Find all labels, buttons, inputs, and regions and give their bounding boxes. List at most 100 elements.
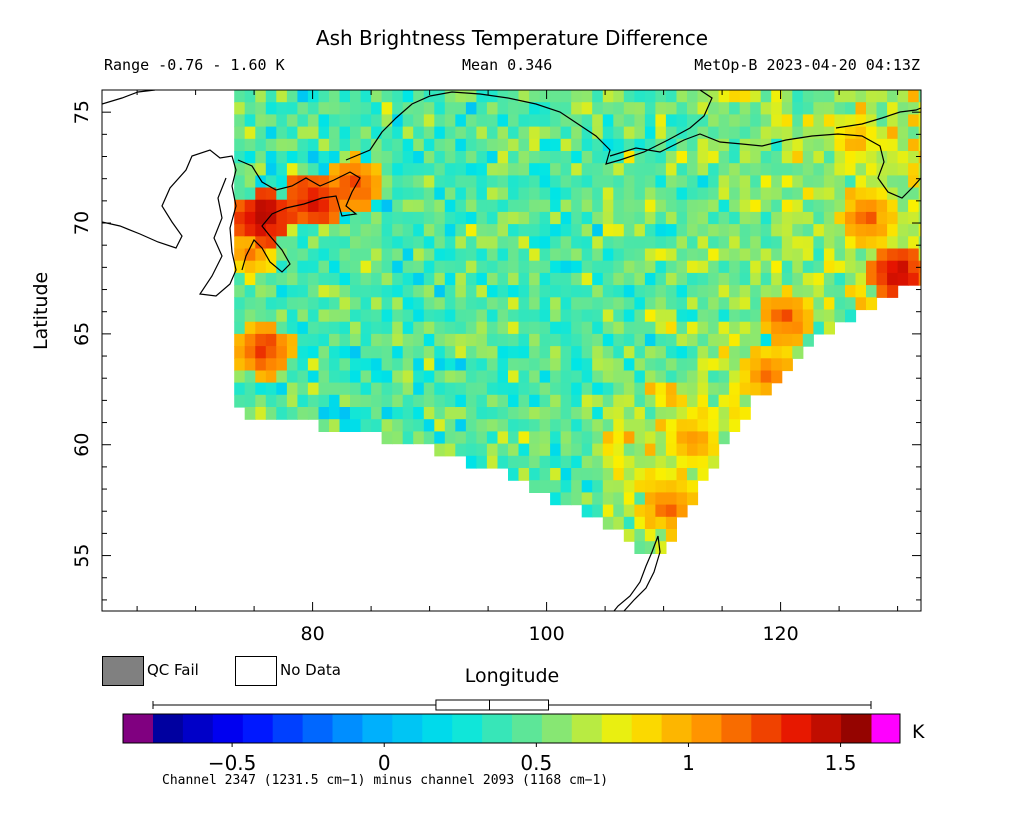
- swath-cell: [655, 443, 667, 457]
- swath-cell: [465, 285, 477, 298]
- swath-cell: [760, 102, 772, 115]
- swath-cell: [413, 431, 425, 445]
- swath-cell: [613, 187, 625, 201]
- swath-cell: [845, 309, 857, 323]
- swath-cell: [476, 443, 488, 457]
- swath-cell: [255, 151, 267, 164]
- swath-cell: [465, 333, 477, 347]
- swath-cell: [602, 370, 614, 384]
- swath-cell: [655, 468, 667, 481]
- swath-cell: [392, 309, 404, 323]
- swath-cell: [813, 114, 825, 128]
- colorbar-segment: [182, 714, 214, 743]
- swath-cell: [465, 309, 477, 323]
- swath-cell: [413, 102, 425, 115]
- swath-cell: [550, 492, 562, 506]
- swath-cell: [855, 285, 867, 298]
- swath-cell: [465, 272, 477, 286]
- swath-cell: [897, 114, 909, 128]
- swath-cell: [297, 260, 309, 274]
- colorbar: −0.5 0 0.5 1 1.5K: [122, 713, 925, 775]
- swath-cell: [529, 151, 541, 164]
- swath-cell: [329, 419, 341, 432]
- swath-cell: [476, 321, 488, 335]
- swath-cell: [634, 126, 646, 140]
- swath-cell: [581, 187, 593, 201]
- colorbar-tick-label: −0.5: [208, 751, 257, 775]
- swath-cell: [792, 224, 804, 237]
- swath-cell: [634, 516, 646, 530]
- swath-cell: [697, 114, 709, 128]
- colorbar-segment: [721, 714, 752, 743]
- swath-cell: [455, 90, 467, 103]
- y-tick-label: 75: [71, 100, 93, 124]
- swath-cell: [623, 248, 635, 262]
- swath-cell: [729, 126, 741, 140]
- swath-cell: [781, 102, 793, 115]
- swath-cell: [307, 260, 319, 274]
- swath-cell: [623, 370, 635, 384]
- swath-cell: [602, 199, 614, 213]
- swath-cell: [381, 163, 393, 176]
- swath-cell: [560, 248, 572, 262]
- swath-cell: [887, 151, 899, 164]
- swath-cell: [887, 163, 899, 176]
- swath-cell: [613, 163, 625, 176]
- swath-cell: [434, 370, 446, 384]
- swath-cell: [402, 175, 414, 189]
- swath-cell: [423, 211, 435, 225]
- swath-cell: [634, 346, 646, 359]
- swath-cell: [697, 285, 709, 298]
- swath-cell: [423, 382, 435, 396]
- swath-cell: [813, 102, 825, 115]
- swath-cell: [402, 358, 414, 372]
- swath-cell: [644, 272, 656, 286]
- swath-cell: [339, 394, 351, 408]
- swath-cell: [887, 248, 899, 262]
- swath-cell: [687, 358, 699, 372]
- swath-cell: [581, 431, 593, 445]
- swath-cell: [876, 224, 888, 237]
- swath-cell: [307, 224, 319, 237]
- swath-cell: [802, 187, 814, 201]
- swath-cell: [655, 382, 667, 396]
- swath-cell: [508, 297, 520, 311]
- swath-cell: [434, 175, 446, 189]
- swath-cell: [655, 163, 667, 176]
- swath-cell: [508, 431, 520, 445]
- swath-cell: [845, 199, 857, 213]
- swath-cell: [539, 419, 551, 432]
- swath-cell: [897, 126, 909, 140]
- swath-cell: [402, 187, 414, 201]
- swath-cell: [371, 114, 383, 128]
- swath-cell: [518, 236, 530, 250]
- swath-cell: [508, 199, 520, 213]
- swath-cell: [381, 151, 393, 164]
- swath-cell: [655, 272, 667, 286]
- swath-cell: [539, 297, 551, 311]
- swath-cell: [781, 138, 793, 152]
- swath-cell: [529, 419, 541, 432]
- swath-cell: [750, 187, 762, 201]
- colorbar-segment: [302, 714, 333, 743]
- swath-cell: [413, 333, 425, 347]
- swath-cell: [750, 358, 762, 372]
- swath-cell: [455, 443, 467, 457]
- swath-cell: [486, 248, 498, 262]
- swath-cell: [497, 394, 509, 408]
- swath-cell: [781, 297, 793, 311]
- swath-cell: [802, 90, 814, 103]
- swath-cell: [592, 90, 604, 103]
- swath-cell: [339, 236, 351, 250]
- swath-cell: [855, 297, 867, 311]
- swath-cell: [381, 175, 393, 189]
- swath-cell: [708, 346, 720, 359]
- swath-cell: [465, 443, 477, 457]
- colorbar-segment: [332, 714, 363, 743]
- swath-cell: [887, 90, 899, 103]
- swath-cell: [244, 211, 256, 225]
- swath-cell: [602, 480, 614, 493]
- swath-cell: [276, 272, 288, 286]
- swath-cell: [307, 407, 319, 420]
- swath-cell: [781, 358, 793, 372]
